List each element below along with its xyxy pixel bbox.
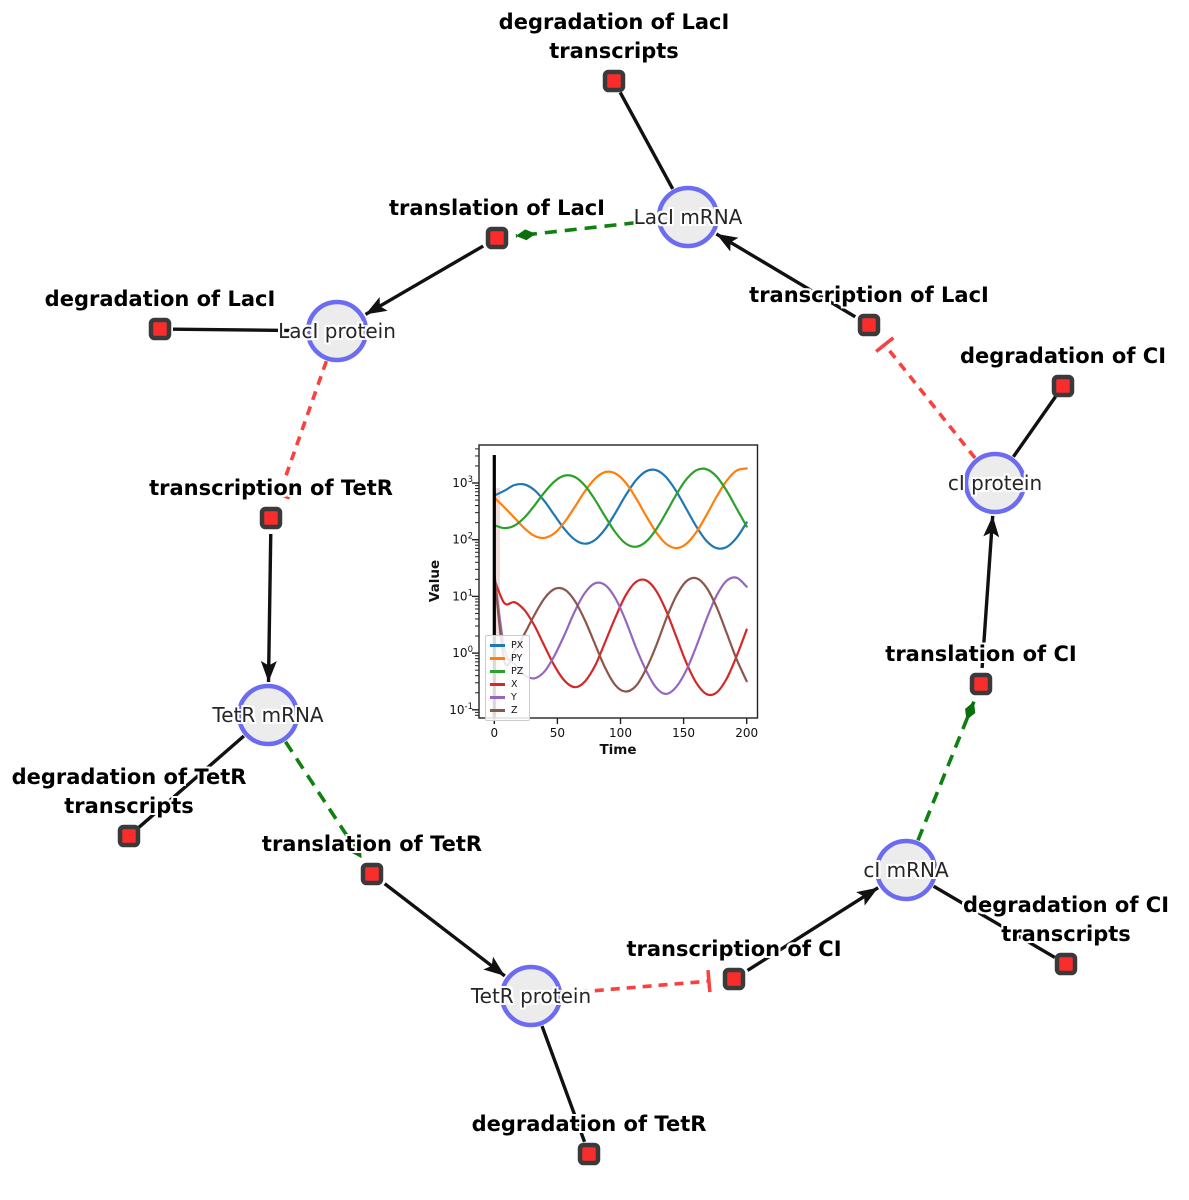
plot-legend: PX PY PZ X Y Z: [485, 635, 531, 721]
reaction-node-deg_tetr_tx: [117, 824, 141, 848]
series-line-Y: [493, 572, 748, 696]
node-layer: [117, 69, 1078, 1166]
x-tick-label: 50: [550, 726, 565, 740]
legend-swatch-icon: [490, 657, 505, 660]
reaction-node-txn_laci: [857, 313, 881, 337]
edge-modifier-ci_mrna-transl_ci: [916, 700, 976, 841]
legend-item-Z: Z: [490, 704, 523, 717]
x-tick-label: 150: [672, 726, 695, 740]
y-axis-label: Value: [427, 559, 443, 603]
legend-item-X: X: [490, 678, 523, 691]
legend-item-PX: PX: [490, 639, 523, 652]
series-line-X: [493, 578, 748, 697]
reaction-node-deg_ci: [1051, 374, 1075, 398]
x-tick-label: 200: [735, 726, 758, 740]
legend-swatch-icon: [490, 709, 505, 712]
x-axis-label: Time: [599, 742, 637, 758]
reaction-node-txn_tetr: [259, 506, 283, 530]
reaction-node-txn_ci: [722, 967, 746, 991]
series-line-PY: [493, 467, 748, 550]
legend-label: Y: [511, 692, 517, 703]
species-node-tetr_mrna: [236, 683, 300, 747]
edge-inhibition-laci_protein-txn_tetr: [268, 360, 329, 500]
reaction-node-deg_laci_tx: [602, 69, 626, 93]
species-node-ci_protein: [963, 451, 1027, 515]
edge-modifier-laci_mrna-transl_laci: [515, 218, 657, 241]
series-line-PZ: [493, 467, 748, 548]
legend-item-Y: Y: [490, 691, 523, 704]
legend-label: Z: [511, 705, 518, 716]
reaction-node-transl_ci: [969, 672, 993, 696]
y-tick-label: 100: [452, 645, 473, 660]
plot-canvas: 0 50 100 150 200 103 102 101 100 10-1: [449, 444, 759, 740]
edge-consumption-ci_protein-deg_ci: [1011, 395, 1057, 458]
legend-swatch-icon: [490, 683, 505, 686]
edge-production-transl_ci-ci_protein: [980, 515, 1000, 669]
edge-production-transl_tetr-tetr_protein: [383, 882, 506, 978]
legend-swatch-icon: [490, 670, 505, 673]
plot-axes-box: [478, 444, 759, 719]
edge-inhibition-tetr_protein-txn_ci: [562, 969, 712, 996]
edge-consumption-laci_protein-deg_laci: [172, 327, 306, 333]
reaction-node-deg_laci: [148, 317, 172, 341]
species-node-tetr_protein: [499, 964, 563, 1028]
reaction-node-deg_ci_tx: [1054, 952, 1078, 976]
edge-production-txn_tetr-tetr_mrna: [260, 533, 277, 683]
legend-label: X: [511, 679, 518, 690]
edge-consumption-ci_mrna-deg_ci_tx: [932, 884, 1056, 959]
series-line-PX: [493, 468, 748, 550]
y-tick-label: 102: [452, 532, 473, 547]
legend-item-PY: PY: [490, 652, 523, 665]
edge-consumption-tetr_protein-deg_tetr: [540, 1025, 587, 1143]
species-node-laci_mrna: [656, 185, 720, 249]
legend-swatch-icon: [490, 696, 505, 699]
reaction-node-transl_laci: [485, 226, 509, 250]
x-tick-label: 0: [490, 726, 498, 740]
edge-inhibition-ci_protein-txn_laci: [874, 336, 977, 460]
edge-layer: [137, 91, 1057, 1143]
legend-label: PX: [511, 640, 524, 651]
series-line-Z: [493, 572, 748, 693]
legend-swatch-icon: [490, 644, 505, 647]
edge-production-txn_laci-laci_mrna: [715, 232, 857, 319]
legend-label: PZ: [511, 666, 524, 677]
y-tick-label: 101: [452, 588, 473, 603]
species-node-laci_protein: [305, 299, 369, 363]
y-tick-label: 10-1: [449, 702, 473, 717]
x-tick-label: 100: [609, 726, 632, 740]
edge-production-txn_ci-ci_mrna: [746, 886, 880, 972]
inset-plot: 0 50 100 150 200 103 102 101 100 10-1 Time Value …: [425, 428, 775, 776]
legend-label: PY: [511, 653, 523, 664]
reaction-node-deg_tetr: [577, 1142, 601, 1166]
legend-item-PZ: PZ: [490, 665, 523, 678]
edge-consumption-laci_mrna-deg_laci_tx: [618, 91, 675, 190]
edge-modifier-tetr_mrna-transl_tetr: [284, 740, 364, 860]
edge-consumption-tetr_mrna-deg_tetr_tx: [137, 734, 245, 829]
species-node-ci_mrna: [874, 838, 938, 902]
edge-production-transl_laci-laci_protein: [364, 244, 485, 316]
reaction-node-transl_tetr: [360, 862, 384, 886]
y-tick-label: 103: [452, 475, 473, 490]
